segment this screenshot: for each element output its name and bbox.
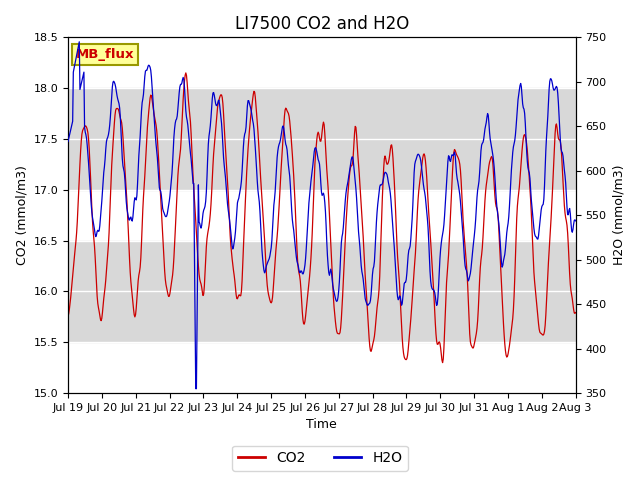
Title: LI7500 CO2 and H2O: LI7500 CO2 and H2O — [235, 15, 409, 33]
Y-axis label: H2O (mmol/m3): H2O (mmol/m3) — [612, 165, 625, 265]
Legend: CO2, H2O: CO2, H2O — [232, 445, 408, 471]
X-axis label: Time: Time — [307, 419, 337, 432]
Bar — [68, 88, 575, 190]
Y-axis label: CO2 (mmol/m3): CO2 (mmol/m3) — [15, 165, 28, 265]
Bar — [68, 240, 575, 342]
Text: MB_flux: MB_flux — [76, 48, 134, 61]
